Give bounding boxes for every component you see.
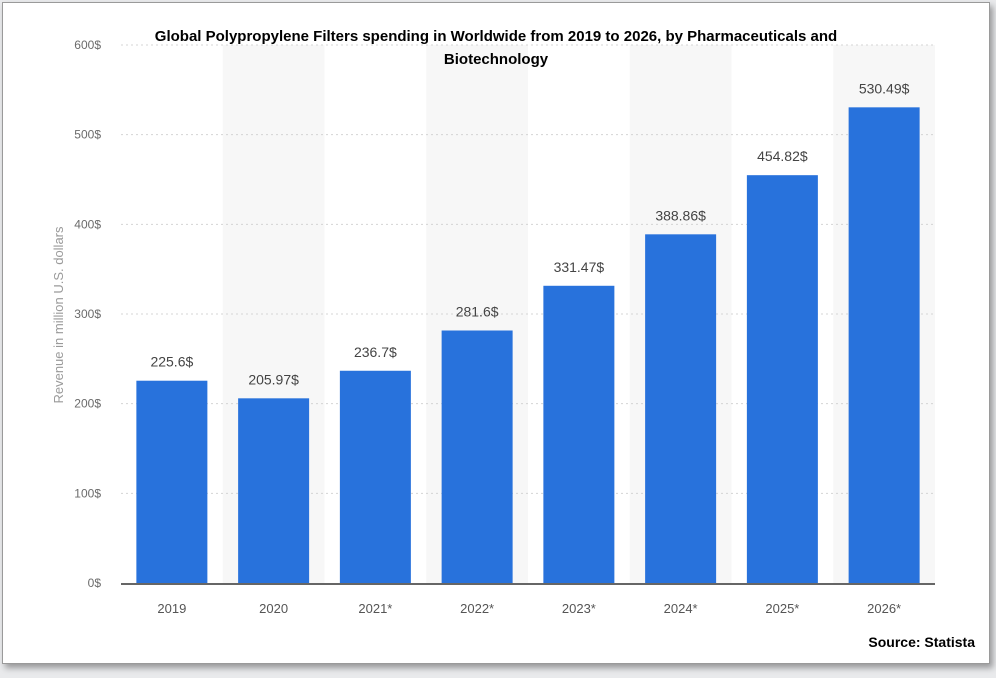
bar [441,330,513,583]
bar [238,398,310,583]
bar [746,175,818,583]
x-tick-label: 2024* [664,601,698,616]
bar [645,234,717,583]
bars [136,107,920,583]
bar [339,370,411,583]
y-tick-label: 100$ [74,486,101,500]
y-tick-label: 400$ [74,217,101,231]
bar-chart: 0$ 100$ 200$ 300$ 400$ 500$ 600$ 225.6$ 205.97$… [51,28,975,650]
x-axis-ticks: 2019 2020 2021* 2022* 2023* 2024* 2025* 2026* [157,601,901,616]
y-axis-label: Revenue in million U.S. dollars [51,226,66,404]
y-tick-label: 600$ [74,38,101,52]
y-tick-label: 0$ [88,576,102,590]
value-label: 205.97$ [248,371,299,387]
x-tick-label: 2020 [259,601,288,616]
source-label: Source: Statista [868,634,975,650]
bar [136,380,208,583]
y-tick-label: 200$ [74,397,101,411]
chart-title-line-1: Global Polypropylene Filters spending in… [155,28,837,45]
value-label: 454.82$ [757,148,808,164]
x-tick-label: 2022* [460,601,494,616]
x-tick-label: 2019 [157,601,186,616]
value-label: 388.86$ [655,207,706,223]
value-label: 331.47$ [554,259,605,275]
value-labels: 225.6$ 205.97$ 236.7$ 281.6$ 331.47$ 388.86$ 4… [150,80,909,387]
bar [543,285,615,583]
bar [848,107,920,583]
y-tick-label: 500$ [74,128,101,142]
x-tick-label: 2026* [867,601,901,616]
chart-title-line-2: Biotechnology [444,51,549,68]
y-axis-ticks: 0$ 100$ 200$ 300$ 400$ 500$ 600$ [74,38,101,590]
y-tick-label: 300$ [74,307,101,321]
chart-frame: 0$ 100$ 200$ 300$ 400$ 500$ 600$ 225.6$ 205.97$… [2,2,990,664]
value-label: 225.6$ [150,354,193,370]
x-tick-label: 2025* [765,601,799,616]
value-label: 530.49$ [859,80,910,96]
x-tick-label: 2023* [562,601,596,616]
value-label: 236.7$ [354,344,397,360]
x-tick-label: 2021* [358,601,392,616]
value-label: 281.6$ [456,303,499,319]
